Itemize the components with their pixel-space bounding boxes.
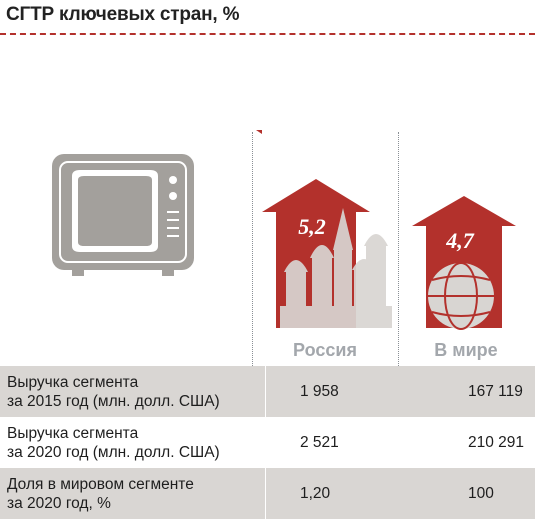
column-label-world: В мире bbox=[434, 340, 498, 360]
cell-world: 100 bbox=[440, 468, 535, 519]
bar-label-russia: 5,2 bbox=[298, 214, 326, 239]
column-divider-left bbox=[252, 132, 253, 400]
chart-title: СГТР ключевых стран, % bbox=[6, 4, 240, 25]
chart-area: 5,2 4,7 bbox=[0, 36, 535, 366]
row-label: Выручка сегмента за 2020 год (млн. долл.… bbox=[0, 417, 266, 468]
tv-icon bbox=[52, 154, 194, 276]
cell-world: 210 291 bbox=[440, 417, 535, 468]
row-label: Доля в мировом сегменте за 2020 год, % bbox=[0, 468, 266, 519]
table-row: Выручка сегмента за 2020 год (млн. долл.… bbox=[0, 417, 535, 468]
title-divider bbox=[0, 33, 535, 35]
table-row: Выручка сегмента за 2015 год (млн. долл.… bbox=[0, 366, 535, 417]
row-label: Выручка сегмента за 2015 год (млн. долл.… bbox=[0, 366, 266, 417]
column-label-russia: Россия bbox=[293, 340, 357, 360]
divider-marker bbox=[256, 130, 262, 134]
data-table: Выручка сегмента за 2015 год (млн. долл.… bbox=[0, 366, 535, 519]
cell-world: 167 119 bbox=[440, 366, 535, 417]
bar-label-world: 4,7 bbox=[445, 228, 475, 253]
moscow-cathedral-icon bbox=[280, 208, 392, 328]
cell-russia: 2 521 bbox=[265, 417, 440, 468]
column-divider-right bbox=[398, 132, 399, 400]
cell-russia: 1 958 bbox=[265, 366, 440, 417]
cell-russia: 1,20 bbox=[265, 468, 440, 519]
table-row: Доля в мировом сегменте за 2020 год, % 1… bbox=[0, 468, 535, 519]
globe-icon bbox=[428, 262, 494, 330]
